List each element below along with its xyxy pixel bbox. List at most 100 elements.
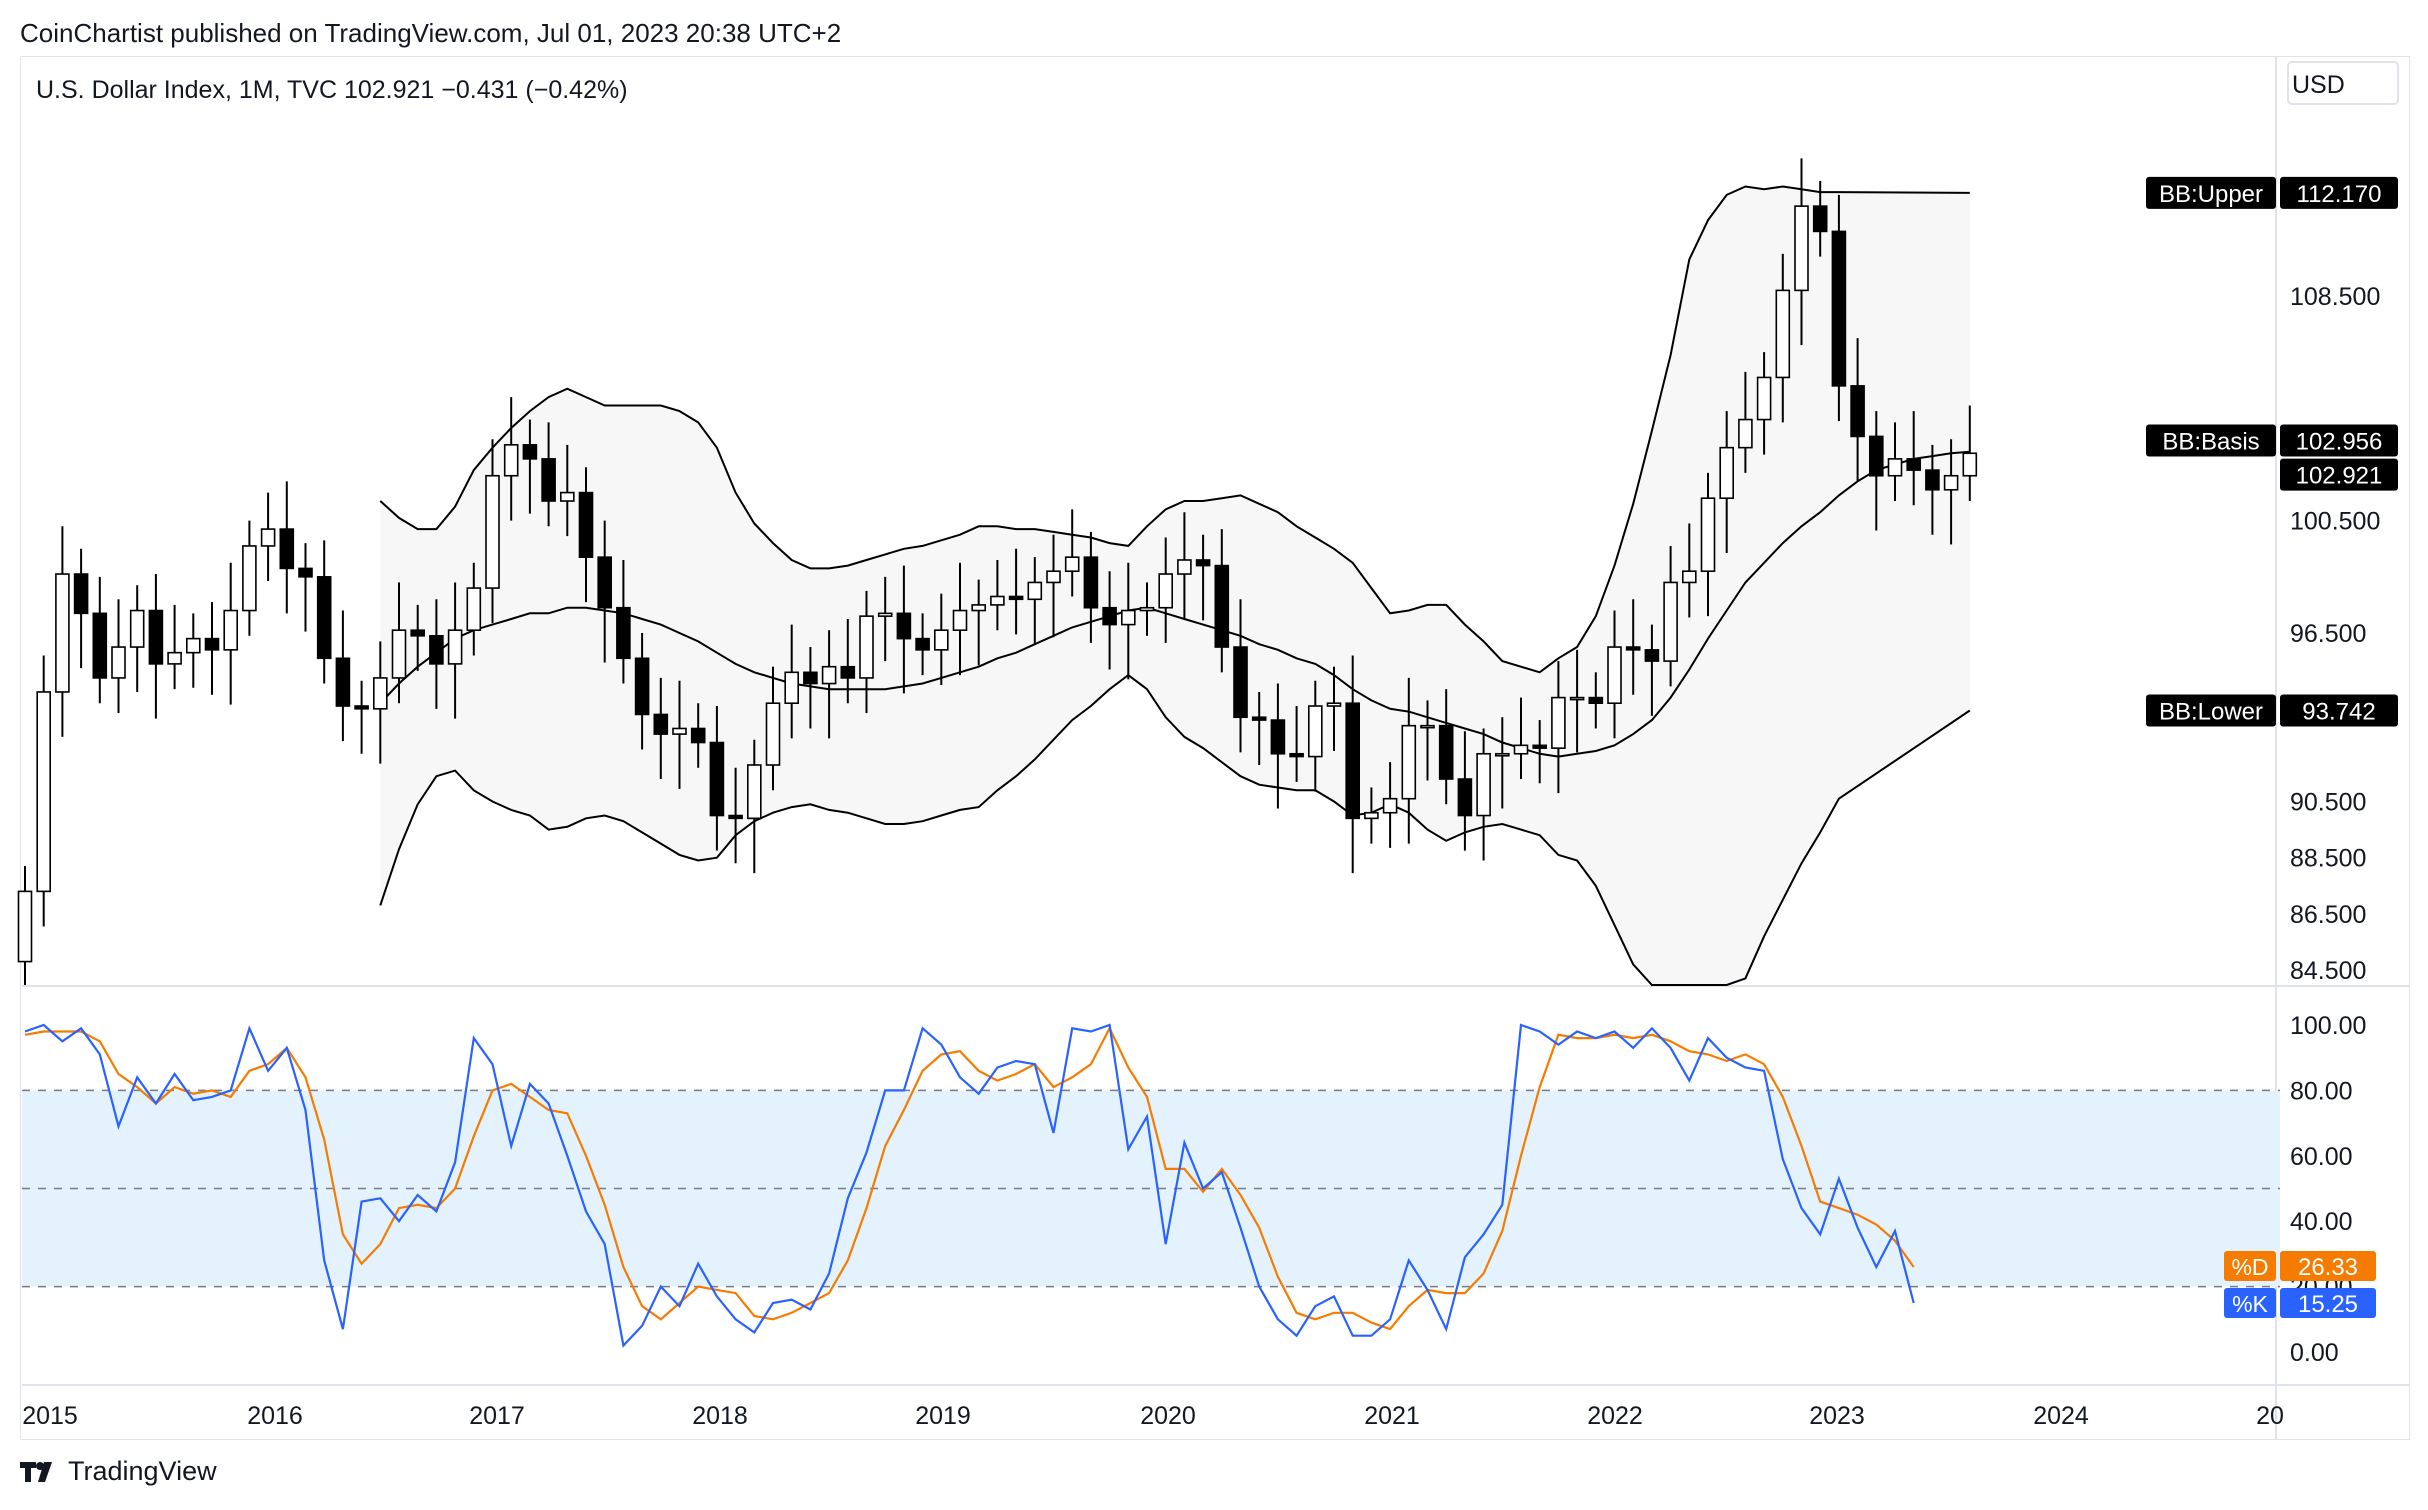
stoch-k-label-bg [2224,1288,2276,1318]
candle-body [1382,797,1398,814]
candle [1382,762,1398,848]
candle [709,706,725,851]
candle [1233,599,1248,753]
candle-body [111,646,126,679]
candle-body [1719,446,1734,499]
stoch-tick-label: 100.00 [2290,1012,2366,1040]
candle [1495,717,1510,809]
candle-body [784,671,800,705]
candle [1532,720,1547,784]
candle-body [933,629,949,651]
candle [316,540,332,684]
price-tick-label: 96.500 [2290,620,2366,648]
candle-body [1663,581,1678,662]
candle-body [1738,418,1753,449]
candle-body [746,764,762,820]
time-tick-label: 2018 [692,1402,748,1430]
bb-lower-label: BB:Lower [2159,698,2263,725]
candle [1812,180,1828,257]
candle [1644,624,1660,716]
candle [129,585,145,692]
candle-body [1831,230,1847,387]
candle-body [522,444,538,460]
candle-body [186,637,201,654]
candle [1756,352,1772,455]
candle-body [485,474,500,589]
candle [429,599,444,709]
candle-body [466,587,482,631]
candle [990,559,1005,631]
candle [354,680,369,754]
candle-body [279,528,295,570]
candle [971,579,987,666]
candle-body [1756,376,1772,421]
stoch-k-line [24,1023,1915,1348]
candle-body [447,629,463,665]
candle [1906,411,1921,506]
candle [1887,422,1903,502]
candle-body [1943,474,1959,491]
candle [1682,523,1697,618]
time-tick-label: 2021 [1364,1402,1420,1430]
candle-body [1438,724,1454,780]
candle-body [242,545,257,612]
candle [1700,472,1716,617]
candle [1925,444,1940,535]
candle-body [728,814,743,820]
candle-body [971,604,987,612]
candle [1588,672,1604,729]
candle [616,559,631,684]
candle [485,439,500,624]
candle-body [840,665,856,679]
time-tick-label: 2020 [1140,1402,1196,1430]
candle-body [896,612,912,640]
candle-body [1401,724,1417,800]
candle-body [1289,752,1304,758]
candle [148,574,164,719]
bb-lower-value-bg [2280,694,2398,727]
price-tick-label: 108.500 [2290,283,2380,311]
candle [1214,529,1230,673]
candle [1064,509,1080,597]
stoch-tick-label: 0.00 [2290,1339,2339,1367]
candle [1831,194,1847,421]
candle [1251,691,1267,765]
candle [803,647,818,729]
stoch-d-value-bg [2280,1251,2376,1281]
candle-body [429,635,444,665]
candle [1607,610,1622,739]
candle [242,520,257,636]
bb-lower-line [379,673,1971,986]
candle [1158,537,1173,643]
candle [1738,371,1753,473]
candle [1008,548,1024,635]
candle-body [1233,646,1248,719]
candle [298,543,313,632]
stoch-d-label-bg [2224,1251,2276,1281]
candle-body [1775,289,1791,379]
bb-lower-value: 93.742 [2302,698,2375,725]
time-tick-label: 2017 [469,1402,525,1430]
candle-body [1700,497,1716,573]
candle-body [1364,811,1379,820]
candle [1775,253,1791,423]
candle [186,613,201,688]
candle-body [709,741,725,817]
last-price-bg [2280,458,2398,491]
candle-body [690,727,706,744]
candle [1027,557,1043,645]
candle-body [1513,744,1529,755]
candle-body [1962,452,1978,477]
stoch-d-label: %D [2231,1254,2268,1280]
candle [896,565,912,694]
candle [1420,700,1435,781]
bb-upper-value-bg [2280,176,2398,209]
candles [17,158,1978,985]
candle-body [1588,696,1604,705]
candle-body [597,556,613,609]
candle [1850,338,1865,482]
candle-body [653,713,669,735]
candle-body [578,491,594,558]
stoch-tick-label: 80.00 [2290,1077,2353,1105]
